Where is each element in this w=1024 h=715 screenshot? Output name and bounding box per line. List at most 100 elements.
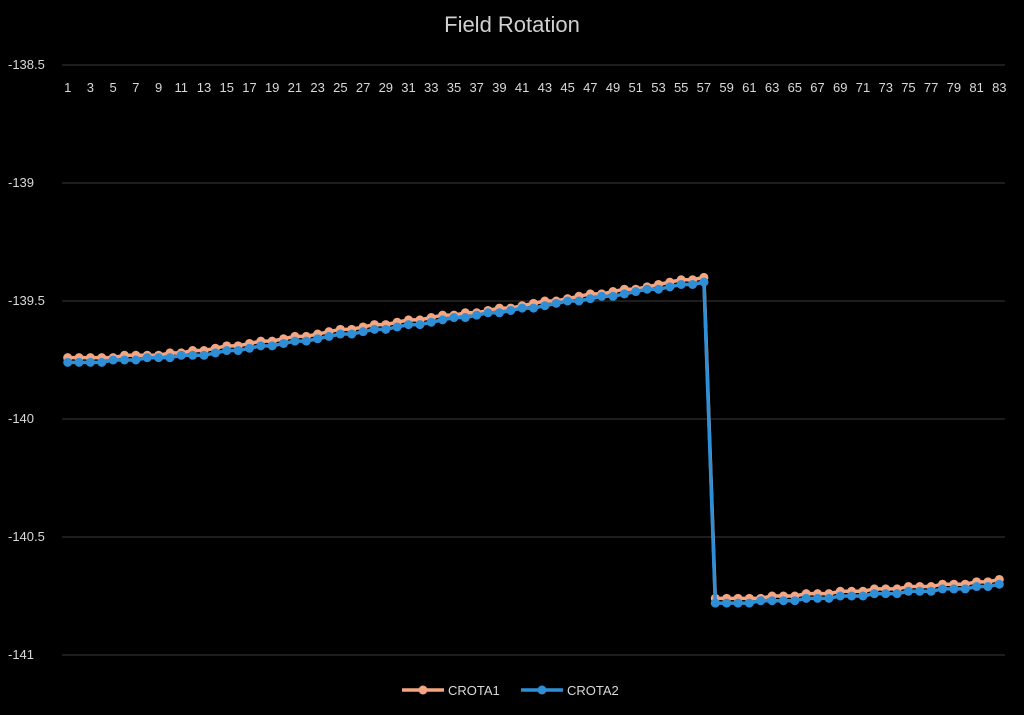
data-point xyxy=(313,334,323,344)
data-point xyxy=(733,598,743,608)
data-point xyxy=(835,591,845,601)
x-tick-label: 49 xyxy=(606,80,620,95)
data-point xyxy=(131,355,141,365)
y-tick-label: -139.5 xyxy=(8,293,45,308)
data-point xyxy=(983,582,993,592)
data-point xyxy=(563,296,573,306)
series-layer xyxy=(63,272,1004,608)
data-point xyxy=(972,582,982,592)
data-point xyxy=(301,336,311,346)
x-tick-label: 17 xyxy=(242,80,256,95)
x-tick-label: 5 xyxy=(110,80,117,95)
y-axis-ticks: -138.5 -139 -139.5 -140 -140.5 -141 xyxy=(8,57,45,662)
data-point xyxy=(949,584,959,594)
y-tick-label: -140.5 xyxy=(8,529,45,544)
data-point xyxy=(778,596,788,606)
data-point xyxy=(290,336,300,346)
x-tick-label: 79 xyxy=(947,80,961,95)
data-point xyxy=(460,313,470,323)
x-tick-label: 81 xyxy=(969,80,983,95)
x-tick-label: 33 xyxy=(424,80,438,95)
data-point xyxy=(415,320,425,330)
x-tick-label: 39 xyxy=(492,80,506,95)
data-point xyxy=(517,303,527,313)
data-point xyxy=(438,315,448,325)
x-axis-ticks: 1 3 5 7 9 11 13 15 17 19 21 23 25 27 29 31 33 35 37 39 41 43 4… xyxy=(64,80,1006,95)
data-point xyxy=(63,357,73,367)
x-tick-label: 7 xyxy=(132,80,139,95)
data-point xyxy=(74,357,84,367)
data-point xyxy=(767,596,777,606)
data-point xyxy=(756,596,766,606)
y-tick-label: -139 xyxy=(8,175,34,190)
x-tick-label: 29 xyxy=(379,80,393,95)
data-point xyxy=(347,329,357,339)
data-point xyxy=(85,357,95,367)
data-point xyxy=(119,355,129,365)
x-tick-label: 73 xyxy=(878,80,892,95)
x-tick-label: 75 xyxy=(901,80,915,95)
legend-label: CROTA1 xyxy=(448,683,500,698)
data-point xyxy=(142,353,152,363)
data-point xyxy=(688,279,698,289)
data-point xyxy=(256,341,266,351)
data-point xyxy=(915,586,925,596)
x-tick-label: 27 xyxy=(356,80,370,95)
legend: CROTA1 CROTA2 xyxy=(402,683,619,698)
data-point xyxy=(847,591,857,601)
data-point xyxy=(483,308,493,318)
data-point xyxy=(676,279,686,289)
y-tick-label: -141 xyxy=(8,647,34,662)
data-point xyxy=(631,287,641,297)
data-point xyxy=(165,353,175,363)
x-tick-label: 61 xyxy=(742,80,756,95)
data-point xyxy=(324,331,334,341)
data-point xyxy=(540,301,550,311)
x-tick-label: 43 xyxy=(538,80,552,95)
x-tick-label: 59 xyxy=(719,80,733,95)
x-tick-label: 47 xyxy=(583,80,597,95)
x-tick-label: 31 xyxy=(401,80,415,95)
data-point xyxy=(699,277,709,287)
legend-item-crota2: CROTA2 xyxy=(521,683,619,698)
data-point xyxy=(653,284,663,294)
data-point xyxy=(642,284,652,294)
data-point xyxy=(529,303,538,313)
x-tick-label: 69 xyxy=(833,80,847,95)
data-point xyxy=(392,322,402,332)
legend-label: CROTA2 xyxy=(567,683,619,698)
data-point xyxy=(233,346,243,356)
data-point xyxy=(574,296,584,306)
x-tick-label: 65 xyxy=(788,80,802,95)
data-point xyxy=(813,593,823,603)
series-crota1 xyxy=(63,272,1004,603)
data-point xyxy=(744,598,754,608)
data-point xyxy=(381,324,391,334)
x-tick-label: 19 xyxy=(265,80,279,95)
data-point xyxy=(154,353,164,363)
x-tick-label: 63 xyxy=(765,80,779,95)
x-tick-label: 45 xyxy=(560,80,574,95)
data-point xyxy=(801,593,811,603)
series-crota2 xyxy=(63,277,1004,608)
data-point xyxy=(938,584,948,594)
data-point xyxy=(176,350,186,360)
data-point xyxy=(619,289,629,299)
x-tick-label: 3 xyxy=(87,80,94,95)
data-point xyxy=(472,310,482,320)
x-tick-label: 57 xyxy=(697,80,711,95)
data-point xyxy=(790,596,800,606)
data-point xyxy=(506,305,516,315)
x-tick-label: 11 xyxy=(175,80,189,95)
data-point xyxy=(824,593,834,603)
data-point xyxy=(449,313,459,323)
data-point xyxy=(710,598,720,608)
x-tick-label: 55 xyxy=(674,80,688,95)
x-tick-label: 13 xyxy=(197,80,211,95)
series-line xyxy=(67,275,1000,601)
x-tick-label: 21 xyxy=(288,80,302,95)
legend-marker xyxy=(418,685,428,695)
data-point xyxy=(335,329,345,339)
data-point xyxy=(926,586,936,596)
